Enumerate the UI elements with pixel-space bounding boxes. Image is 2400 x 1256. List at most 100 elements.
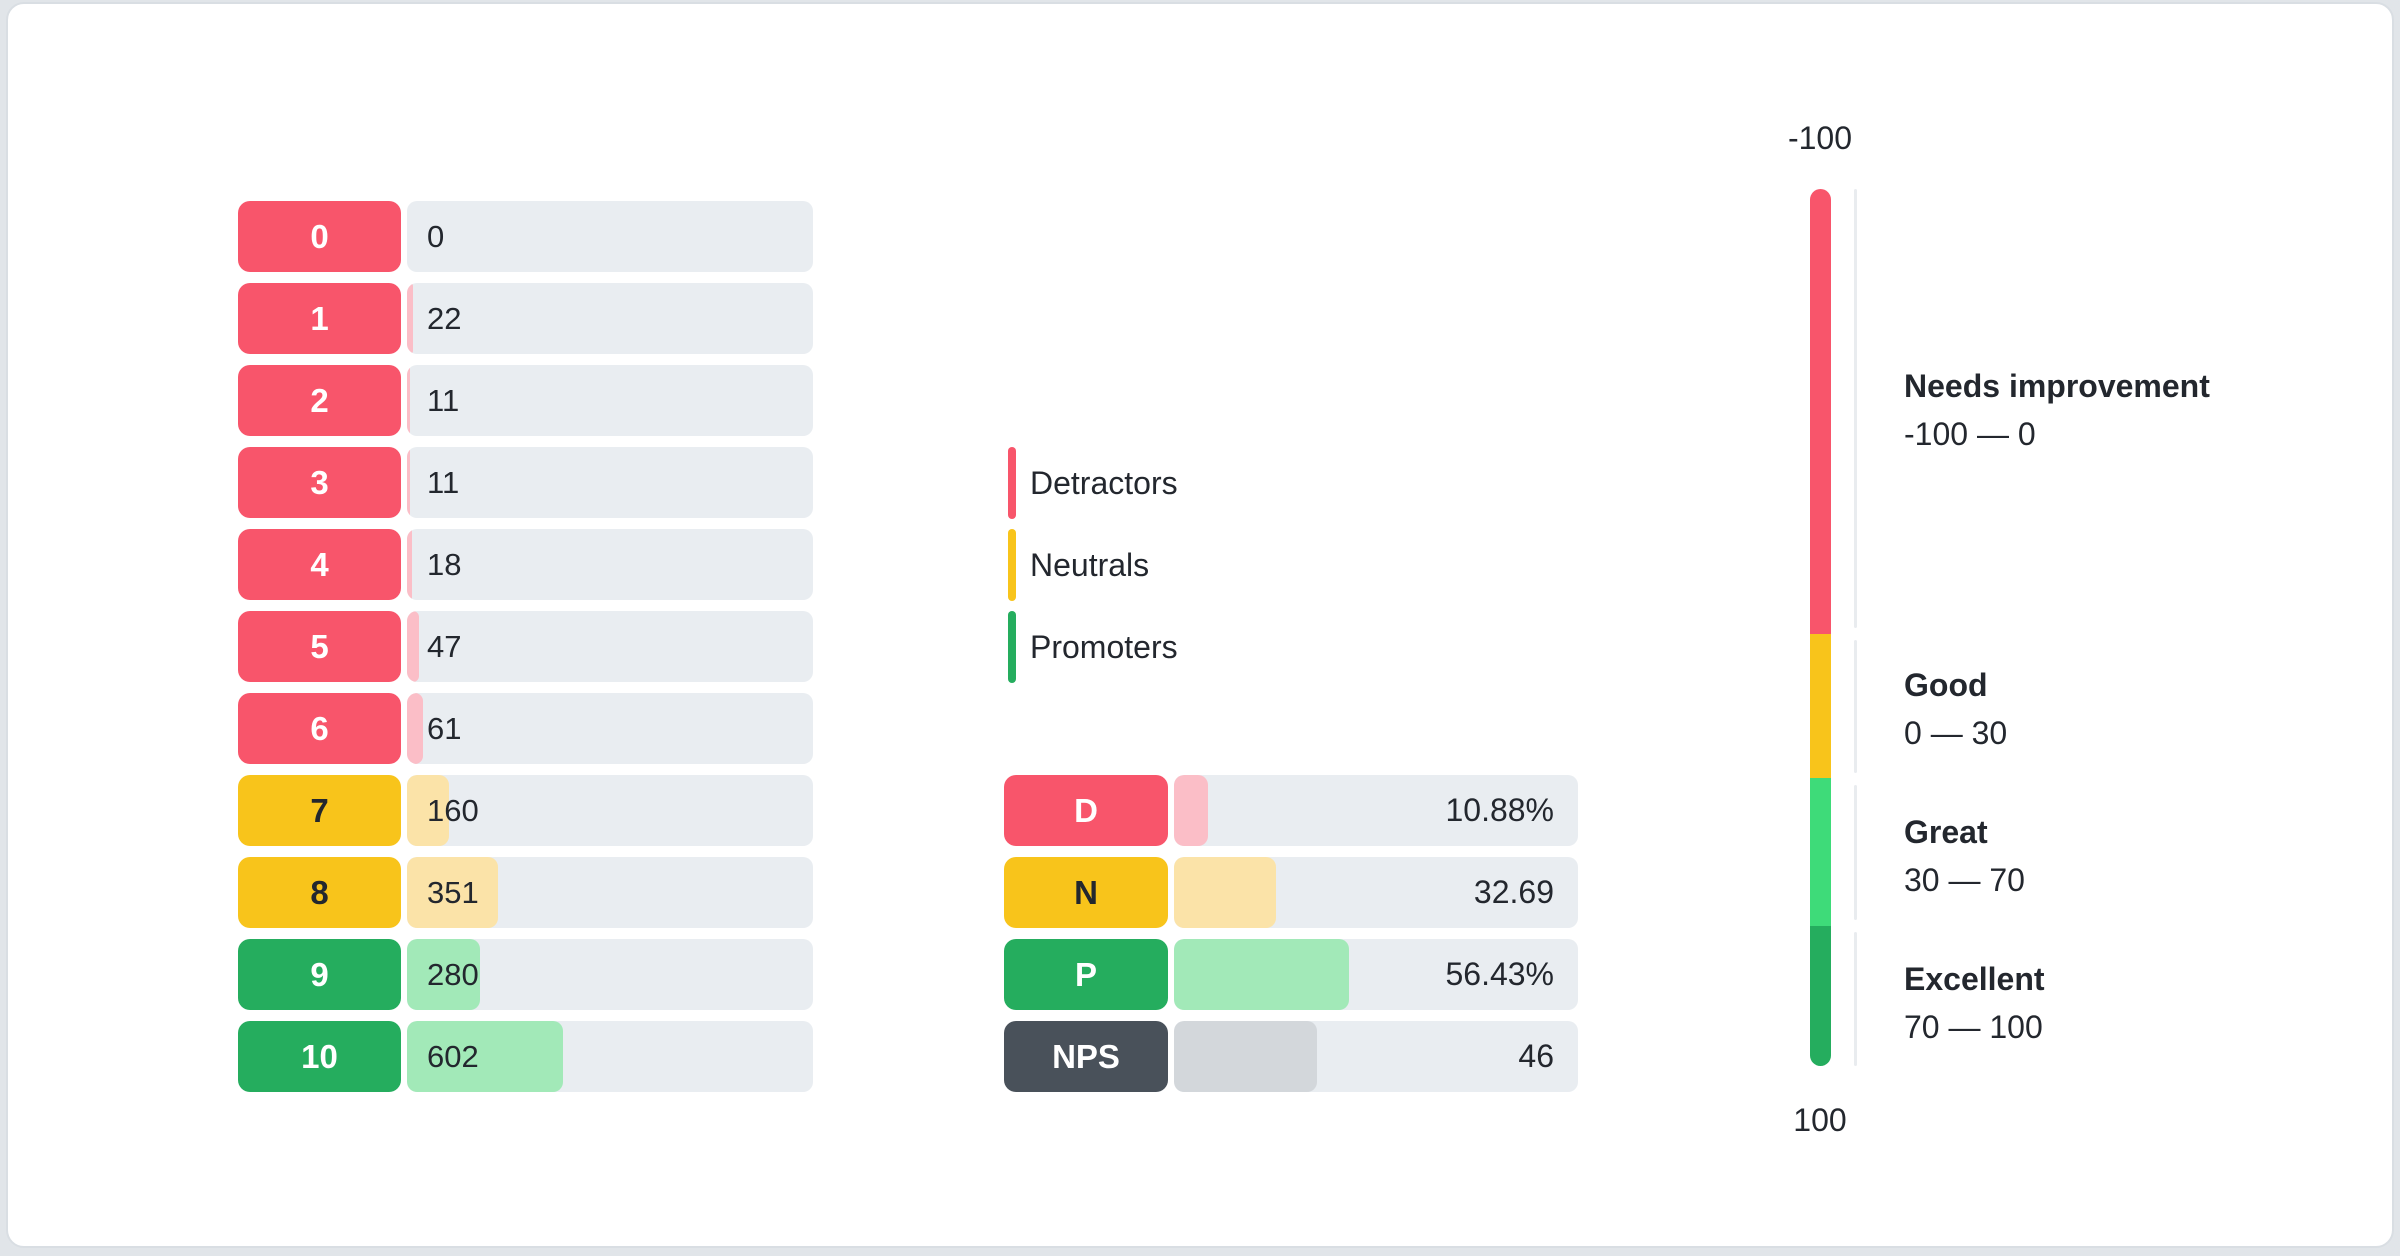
bar-track: 11 — [407, 365, 813, 436]
bar-fill — [407, 857, 499, 928]
score-badge: 2 — [238, 365, 401, 436]
bar-fill — [407, 1021, 564, 1092]
bar-fill — [407, 775, 449, 846]
count-label: 47 — [427, 628, 462, 664]
gauge-category-good: Good 0 — 30 — [1904, 665, 2334, 753]
legend-item-promoters: Promoters — [1008, 611, 1178, 683]
score-badge-label: 3 — [310, 463, 329, 501]
gauge-category-excellent: Excellent 70 — 100 — [1904, 959, 2334, 1047]
summary-badge-label: P — [1074, 955, 1097, 993]
summary-badge: P — [1004, 939, 1168, 1010]
bar-fill — [1174, 857, 1276, 928]
count-label: 351 — [427, 874, 479, 910]
score-badge-label: 1 — [310, 299, 329, 337]
score-badge-label: 8 — [310, 873, 329, 911]
bar-track: 351 — [407, 857, 813, 928]
bar-track: 46 — [1174, 1021, 1578, 1092]
gauge-segment-good — [1810, 633, 1831, 779]
distribution-row: 1 22 — [238, 283, 813, 354]
score-badge-label: 6 — [310, 709, 329, 747]
legend: Detractors Neutrals Promoters — [1008, 447, 1178, 683]
summary-row-promoters: P 56.43% — [1004, 939, 1578, 1010]
count-label: 11 — [427, 382, 460, 418]
score-badge-label: 7 — [310, 791, 329, 829]
bar-track: 11 — [407, 447, 813, 518]
bar-fill — [407, 693, 423, 764]
distribution-row: 8 351 — [238, 857, 813, 928]
score-badge-label: 10 — [301, 1037, 338, 1075]
summary-badge-label: N — [1074, 873, 1098, 911]
summary-badge: NPS — [1004, 1021, 1168, 1092]
score-badge-label: 4 — [310, 545, 329, 583]
bar-fill — [1174, 1021, 1317, 1092]
gauge-segment-great — [1810, 778, 1831, 926]
bar-track: 32.69 — [1174, 857, 1578, 928]
category-title: Excellent — [1904, 961, 2045, 997]
score-badge: 0 — [238, 201, 401, 272]
bar-track: 0 — [407, 201, 813, 272]
bar-fill — [407, 447, 410, 518]
score-badge: 4 — [238, 529, 401, 600]
bar-fill — [1174, 939, 1350, 1010]
score-badge-label: 5 — [310, 627, 329, 665]
bar-fill — [407, 611, 420, 682]
distribution-row: 4 18 — [238, 529, 813, 600]
gauge-axis-line — [1854, 189, 1857, 628]
distribution-row: 2 11 — [238, 365, 813, 436]
legend-label: Promoters — [1030, 628, 1178, 665]
score-badge: 3 — [238, 447, 401, 518]
distribution-row: 9 280 — [238, 939, 813, 1010]
bar-fill — [407, 283, 413, 354]
promoters-swatch-icon — [1008, 611, 1016, 683]
count-label: 602 — [427, 1038, 479, 1074]
count-label: 61 — [427, 710, 462, 746]
score-badge: 6 — [238, 693, 401, 764]
score-badge: 7 — [238, 775, 401, 846]
summary-row-nps: NPS 46 — [1004, 1021, 1578, 1092]
bar-track: 56.43% — [1174, 939, 1578, 1010]
score-badge: 10 — [238, 1021, 401, 1092]
bar-track: 61 — [407, 693, 813, 764]
gauge-segment-needs-improvement — [1810, 189, 1831, 634]
legend-label: Neutrals — [1030, 546, 1150, 583]
bar-track: 160 — [407, 775, 813, 846]
count-label: 22 — [427, 300, 462, 336]
gauge-axis-line — [1854, 640, 1857, 773]
gauge-category-great: Great 30 — 70 — [1904, 812, 2334, 900]
score-badge: 1 — [238, 283, 401, 354]
score-badge-label: 2 — [310, 381, 329, 419]
score-badge-label: 0 — [310, 217, 329, 255]
gauge-max-label: 100 — [1793, 1102, 1847, 1138]
summary-badge: N — [1004, 857, 1168, 928]
nps-summary-chart: D 10.88% N 32.69 P 56.43% NPS 46 — [1004, 775, 1578, 1092]
count-label: 18 — [427, 546, 462, 582]
count-label: 11 — [427, 464, 460, 500]
gauge-axis-line — [1854, 932, 1857, 1066]
legend-item-neutrals: Neutrals — [1008, 529, 1178, 601]
distribution-row: 5 47 — [238, 611, 813, 682]
score-badge: 8 — [238, 857, 401, 928]
distribution-row: 3 11 — [238, 447, 813, 518]
distribution-row: 6 61 — [238, 693, 813, 764]
summary-value: 10.88% — [1445, 792, 1554, 828]
category-title: Great — [1904, 814, 1988, 850]
category-range: -100 — 0 — [1904, 416, 2036, 452]
gauge-segment-excellent — [1810, 925, 1831, 1066]
category-range: 0 — 30 — [1904, 715, 2008, 751]
bar-track: 47 — [407, 611, 813, 682]
category-title: Needs improvement — [1904, 368, 2210, 404]
bar-fill — [407, 365, 410, 436]
distribution-row: 10 602 — [238, 1021, 813, 1092]
dashboard-card: 0 0 1 22 2 11 3 11 4 18 5 47 — [6, 2, 2394, 1248]
gauge-axis-line — [1854, 785, 1857, 920]
summary-value: 46 — [1518, 1038, 1554, 1074]
summary-row-detractors: D 10.88% — [1004, 775, 1578, 846]
bar-track: 18 — [407, 529, 813, 600]
summary-row-neutrals: N 32.69 — [1004, 857, 1578, 928]
distribution-row: 0 0 — [238, 201, 813, 272]
bar-fill — [1174, 775, 1208, 846]
legend-item-detractors: Detractors — [1008, 447, 1178, 519]
nps-gauge-bar — [1810, 189, 1831, 1066]
gauge-min-label: -100 — [1787, 120, 1853, 156]
score-badge: 9 — [238, 939, 401, 1010]
